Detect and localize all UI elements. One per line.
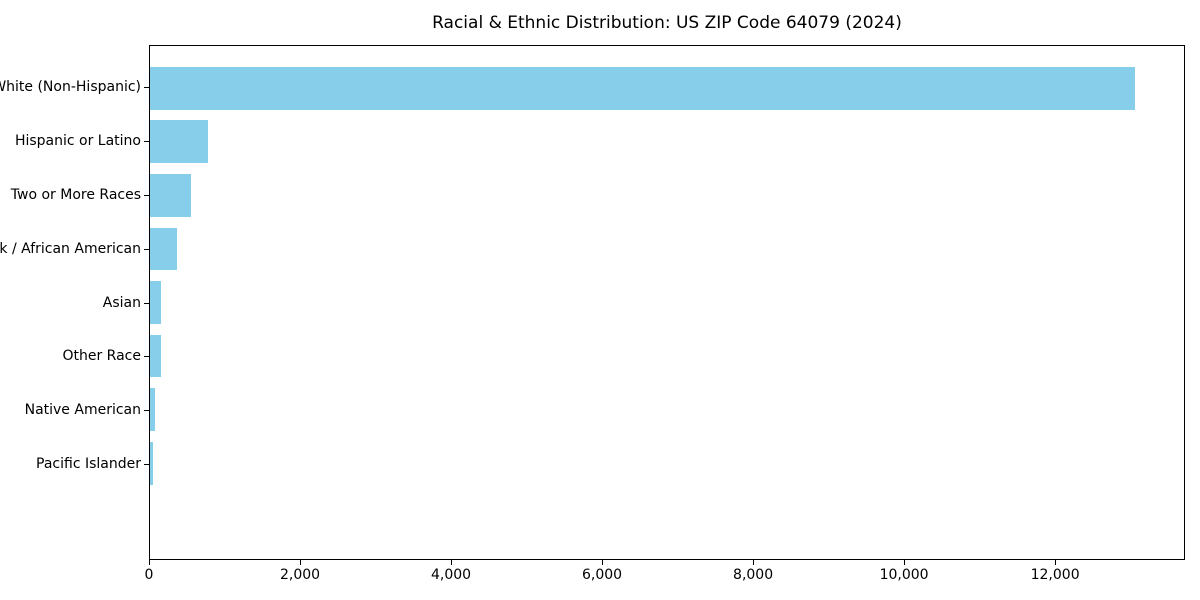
x-tick-label: 12,000 [1030, 567, 1080, 583]
bar-native-american [150, 388, 156, 431]
category-label: Pacific Islander [36, 455, 141, 472]
x-tick-mark [451, 560, 453, 565]
x-tick-label: 0 [144, 567, 154, 583]
bar-pacific-islander [150, 441, 153, 485]
x-tick-label: 4,000 [430, 567, 472, 583]
x-tick-mark [149, 560, 150, 565]
x-tick-mark [904, 560, 906, 565]
category-label: Two or More Races [10, 186, 141, 203]
category-label: White (Non-Hispanic) [0, 79, 141, 96]
x-tick-mark [602, 560, 604, 565]
category-label: Asian [102, 294, 141, 311]
y-tick-mark [144, 87, 149, 89]
y-tick-mark [144, 410, 149, 412]
bar-white-non-hispanic [150, 66, 1135, 110]
y-tick-mark [144, 194, 149, 196]
bar-black-african-american [150, 227, 177, 271]
category-label: Hispanic or Latino [14, 133, 141, 150]
x-tick-mark [1055, 560, 1057, 565]
category-label: Other Race [62, 348, 141, 365]
chart-title: Racial & Ethnic Distribution: US ZIP Cod… [432, 13, 902, 33]
plot-area [149, 45, 1185, 560]
x-tick-label: 10,000 [879, 567, 929, 583]
bar-two-or-more-races [150, 173, 192, 217]
y-tick-mark [144, 141, 149, 143]
bar-other-race [150, 334, 161, 378]
x-tick-mark [300, 560, 302, 565]
category-label: Black / African American [0, 240, 141, 257]
x-tick-label: 8,000 [733, 567, 774, 583]
x-tick-label: 2,000 [279, 567, 321, 583]
y-tick-mark [144, 302, 149, 304]
category-label: Native American [24, 402, 141, 419]
bar-hispanic-or-latino [150, 120, 208, 164]
y-tick-mark [144, 463, 149, 465]
x-tick-label: 6,000 [582, 567, 623, 583]
bar-asian [150, 281, 162, 324]
y-tick-mark [144, 248, 149, 250]
y-tick-mark [144, 356, 149, 358]
x-tick-mark [753, 560, 755, 565]
